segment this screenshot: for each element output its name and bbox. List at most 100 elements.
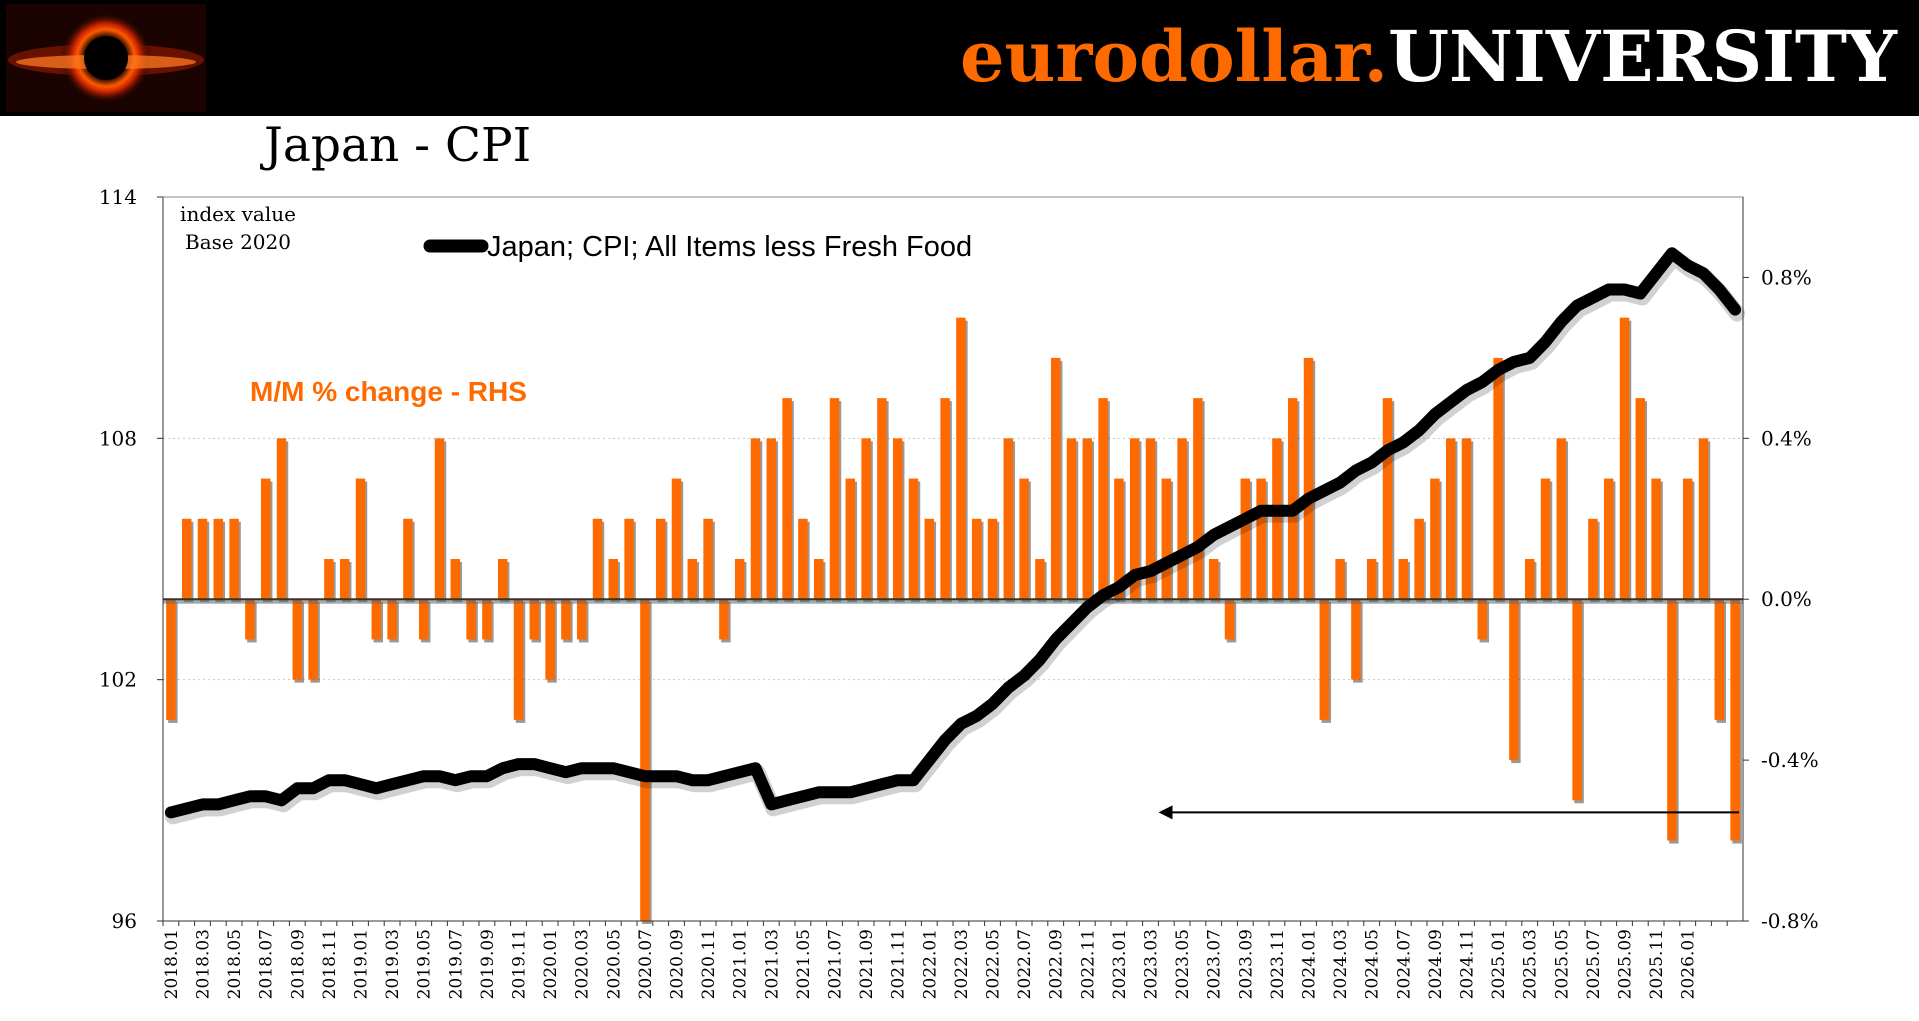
right-axis-tick-label: 0.8% (1761, 265, 1812, 289)
bar (1272, 438, 1282, 600)
bar (1050, 357, 1061, 600)
bar (908, 478, 919, 600)
bar (940, 398, 950, 600)
x-axis-tick-label: 2022.01 (920, 929, 940, 999)
x-axis-tick-label: 2025.03 (1521, 929, 1541, 999)
bar (1287, 398, 1298, 600)
bar (971, 518, 982, 600)
x-axis-tick-label: 2024.05 (1363, 929, 1383, 999)
x-axis-tick-label: 2021.11 (889, 929, 909, 999)
x-axis-tick-label: 2024.11 (1458, 929, 1478, 999)
x-axis-tick-label: 2019.01 (352, 929, 372, 999)
bar (1714, 599, 1725, 720)
bar (655, 518, 666, 600)
bar (545, 599, 555, 680)
x-axis-tick-label: 2018.01 (162, 929, 182, 999)
bar (1382, 398, 1393, 600)
bar (181, 518, 192, 600)
bar (1682, 478, 1693, 600)
bar (1177, 438, 1187, 600)
right-axis-tick-label: -0.8% (1761, 909, 1819, 933)
x-axis-tick-label: 2019.07 (446, 929, 466, 999)
x-axis-tick-label: 2018.03 (194, 929, 214, 999)
bar (371, 599, 382, 640)
bar (576, 599, 587, 640)
chart-title: Japan - CPI (260, 118, 531, 173)
bar (355, 478, 366, 600)
bar (1019, 478, 1029, 600)
x-axis-tick-label: 2022.07 (1015, 929, 1035, 999)
bar (1430, 478, 1440, 600)
bar (1540, 478, 1551, 600)
bar (624, 518, 634, 600)
bar (1461, 438, 1472, 600)
brand-right-text: UNIVERSITY (1388, 15, 1897, 98)
bar (1366, 559, 1377, 600)
x-axis-tick-label: 2025.09 (1616, 929, 1636, 999)
x-axis-tick-label: 2020.01 (541, 929, 561, 999)
right-axis: -0.8% -0.4% 0.0% 0.4% 0.8% (1742, 197, 1819, 933)
x-axis-tick-label: 2026.01 (1679, 929, 1699, 999)
bar (1477, 599, 1488, 640)
bar (813, 559, 824, 600)
x-axis-tick-label: 2025.11 (1647, 929, 1667, 999)
x-axis-tick-label: 2024.09 (1426, 929, 1446, 999)
bar (1145, 438, 1156, 600)
black-hole-icon (6, 4, 206, 112)
bar (1035, 559, 1045, 600)
right-axis-tick-label: 0.4% (1761, 426, 1812, 450)
x-axis-tick-label: 2021.07 (826, 929, 846, 999)
bar (1635, 398, 1646, 600)
x-axis-tick-label: 2021.01 (731, 929, 751, 999)
x-axis-tick-label: 2020.07 (636, 929, 656, 999)
x-axis-tick-label: 2023.03 (1142, 929, 1162, 999)
bar (687, 559, 698, 600)
bar (892, 438, 903, 600)
bar (403, 518, 413, 600)
bar (450, 559, 461, 600)
x-axis-tick-label: 2022.11 (1078, 929, 1098, 999)
bar (861, 438, 871, 600)
bar (166, 599, 176, 720)
left-axis: 96 102 108 114 (99, 185, 164, 933)
x-axis-tick-label: 2024.07 (1394, 929, 1414, 999)
bar (276, 438, 287, 600)
x-axis-tick-label: 2018.07 (257, 929, 277, 999)
x-axis-tick-label: 2018.05 (225, 929, 245, 999)
bar (798, 518, 808, 600)
bar (1319, 599, 1330, 720)
bar (1303, 357, 1314, 600)
cpi-line-layer (164, 247, 1746, 825)
bar (782, 398, 792, 600)
bar (1493, 357, 1503, 600)
bar (1509, 599, 1519, 761)
legend-line-label: Japan; CPI; All Items less Fresh Food (487, 231, 972, 263)
left-axis-tick-label: 114 (99, 185, 137, 209)
bar (1603, 478, 1614, 600)
bar (1240, 478, 1251, 600)
bar (1445, 438, 1456, 600)
x-axis-tick-label: 2020.09 (668, 929, 688, 999)
bar (1619, 317, 1630, 600)
x-axis-tick-label: 2019.05 (415, 929, 435, 999)
right-axis-tick-label: -0.4% (1761, 748, 1819, 772)
bar (1667, 599, 1677, 841)
x-axis-tick-label: 2018.11 (320, 929, 340, 999)
x-axis-tick-label: 2023.09 (1236, 929, 1256, 999)
bar (592, 518, 603, 600)
bar (734, 559, 745, 600)
header-bar: eurodollar.UNIVERSITY (0, 0, 1919, 116)
bar (1588, 518, 1598, 600)
x-axis-tick-label: 2023.01 (1110, 929, 1130, 999)
bar (1098, 398, 1108, 600)
bar (1730, 599, 1740, 841)
bar (1398, 559, 1409, 600)
mm-change-bars (166, 317, 1742, 924)
x-axis-tick-label: 2020.05 (604, 929, 624, 999)
bar (529, 599, 540, 640)
bar (703, 518, 713, 600)
x-axis-tick-label: 2025.07 (1584, 929, 1604, 999)
bar (1556, 438, 1567, 600)
bar (1651, 478, 1661, 600)
brand-left-text: eurodollar. (960, 15, 1389, 98)
